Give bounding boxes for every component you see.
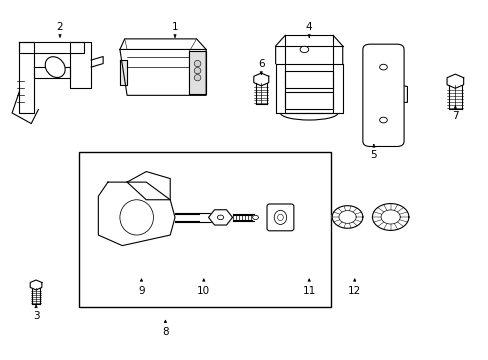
Polygon shape bbox=[120, 49, 206, 95]
Ellipse shape bbox=[45, 57, 65, 77]
Ellipse shape bbox=[277, 214, 283, 221]
Bar bbox=[79, 152, 330, 307]
Polygon shape bbox=[189, 51, 205, 94]
Polygon shape bbox=[127, 171, 170, 200]
Polygon shape bbox=[446, 74, 463, 88]
Text: 5: 5 bbox=[370, 150, 376, 160]
Ellipse shape bbox=[379, 64, 386, 70]
Text: 2: 2 bbox=[57, 22, 63, 32]
Polygon shape bbox=[98, 182, 175, 246]
Polygon shape bbox=[372, 203, 408, 230]
Polygon shape bbox=[34, 67, 69, 78]
Polygon shape bbox=[285, 92, 332, 109]
Ellipse shape bbox=[194, 75, 201, 81]
Polygon shape bbox=[253, 73, 268, 86]
Polygon shape bbox=[331, 206, 362, 228]
Ellipse shape bbox=[379, 117, 386, 123]
Polygon shape bbox=[285, 71, 332, 88]
Ellipse shape bbox=[194, 60, 201, 67]
Ellipse shape bbox=[120, 200, 153, 235]
FancyBboxPatch shape bbox=[266, 204, 293, 231]
Text: 8: 8 bbox=[162, 327, 168, 337]
Ellipse shape bbox=[300, 46, 308, 53]
Text: 9: 9 bbox=[138, 286, 144, 296]
Polygon shape bbox=[69, 42, 91, 88]
FancyBboxPatch shape bbox=[362, 44, 403, 147]
Polygon shape bbox=[19, 42, 34, 113]
Ellipse shape bbox=[194, 67, 201, 74]
Polygon shape bbox=[30, 280, 42, 290]
Text: 7: 7 bbox=[451, 112, 458, 121]
Polygon shape bbox=[285, 35, 332, 113]
Ellipse shape bbox=[274, 210, 286, 224]
Ellipse shape bbox=[252, 215, 258, 220]
Text: 10: 10 bbox=[197, 286, 210, 296]
Text: 6: 6 bbox=[258, 59, 264, 68]
Text: 12: 12 bbox=[347, 286, 361, 296]
Polygon shape bbox=[275, 64, 342, 113]
Ellipse shape bbox=[217, 215, 223, 220]
Polygon shape bbox=[120, 60, 127, 85]
Polygon shape bbox=[19, 42, 84, 53]
Text: 11: 11 bbox=[302, 286, 315, 296]
Text: 4: 4 bbox=[305, 22, 312, 32]
Text: 3: 3 bbox=[33, 311, 39, 321]
Polygon shape bbox=[208, 210, 232, 225]
Text: 1: 1 bbox=[171, 22, 178, 32]
